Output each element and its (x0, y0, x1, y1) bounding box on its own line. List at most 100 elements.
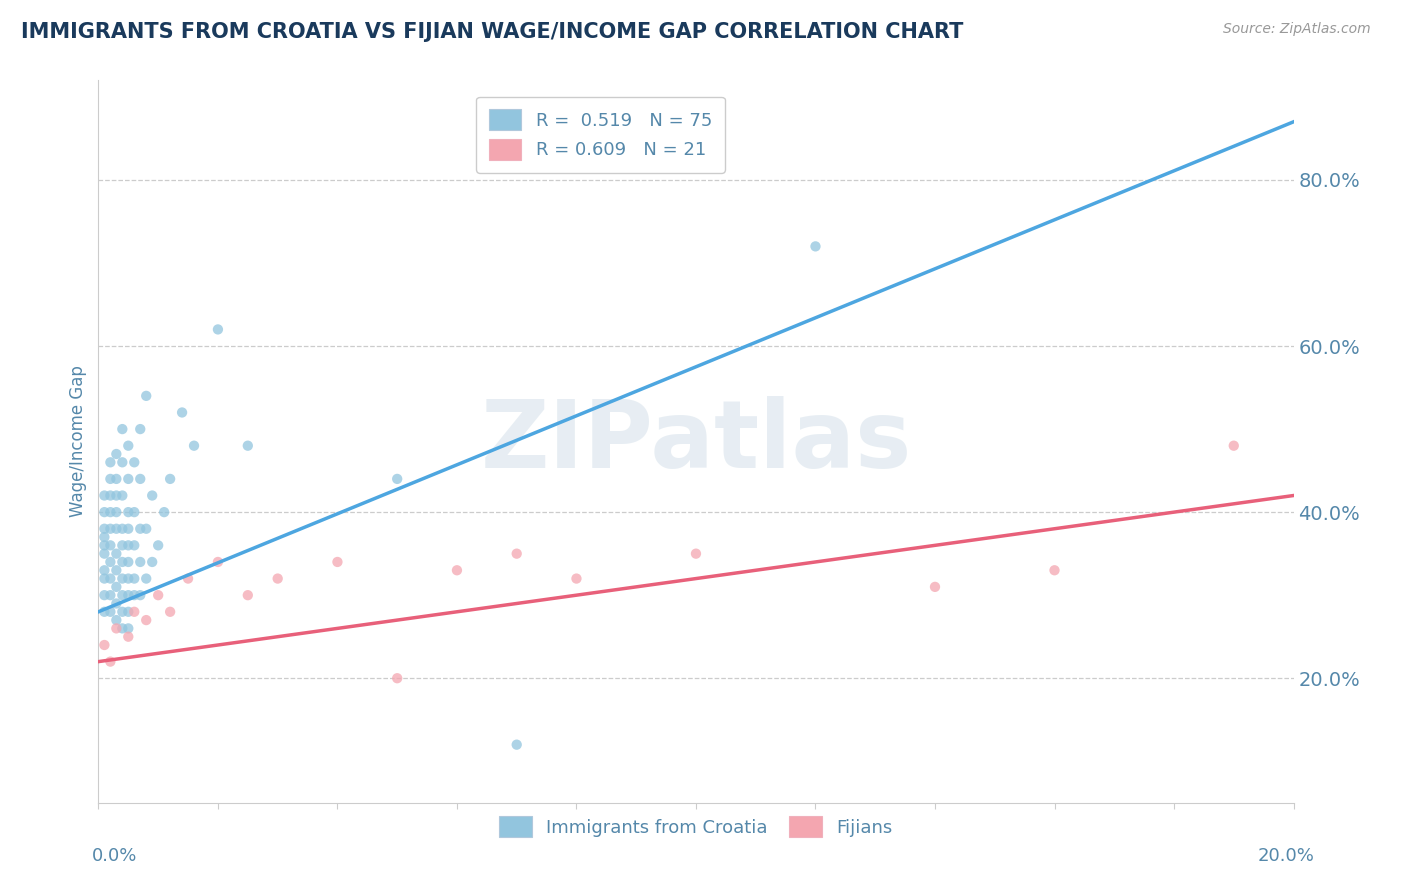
Text: Source: ZipAtlas.com: Source: ZipAtlas.com (1223, 22, 1371, 37)
Point (111, 455, 134, 469)
Point (111, 489, 134, 503)
Point (93, 489, 115, 503)
Point (111, 572, 134, 586)
Point (117, 588, 139, 602)
Point (124, 505, 146, 519)
Point (159, 605, 181, 619)
Point (506, 547, 529, 561)
Point (105, 563, 128, 577)
Point (117, 621, 139, 635)
Point (1223, 439, 1246, 453)
Point (105, 447, 128, 461)
Point (117, 630, 139, 644)
Point (135, 613, 157, 627)
Point (111, 522, 134, 536)
Point (93, 530, 115, 544)
Point (105, 613, 128, 627)
Point (1043, 563, 1066, 577)
Point (135, 522, 157, 536)
Point (135, 572, 157, 586)
Point (446, 563, 468, 577)
Point (98, 455, 122, 469)
Point (93, 588, 115, 602)
Point (98, 605, 122, 619)
Point (117, 439, 139, 453)
Point (93, 563, 115, 577)
Point (117, 605, 139, 619)
Point (207, 322, 229, 336)
Point (98, 555, 122, 569)
Point (105, 597, 128, 611)
Point (98, 472, 122, 486)
Point (685, 547, 707, 561)
Point (117, 572, 139, 586)
Point (105, 489, 128, 503)
Point (105, 621, 128, 635)
Point (141, 489, 163, 503)
Point (98, 588, 122, 602)
Point (117, 538, 139, 552)
Point (124, 588, 146, 602)
Point (124, 572, 146, 586)
Point (326, 555, 349, 569)
Point (153, 505, 176, 519)
Point (111, 422, 134, 436)
Text: 0.0%: 0.0% (91, 847, 136, 864)
Point (111, 605, 134, 619)
Point (105, 505, 128, 519)
Point (111, 555, 134, 569)
Point (98, 489, 122, 503)
Point (93, 638, 115, 652)
Point (93, 505, 115, 519)
Point (98, 538, 122, 552)
Point (98, 572, 122, 586)
Point (565, 572, 588, 586)
Point (148, 538, 170, 552)
Point (124, 538, 146, 552)
Point (385, 472, 409, 486)
Point (159, 472, 181, 486)
Point (105, 580, 128, 594)
Point (141, 555, 163, 569)
Point (129, 522, 152, 536)
Point (111, 588, 134, 602)
Point (105, 547, 128, 561)
Point (129, 555, 152, 569)
Point (129, 422, 152, 436)
Point (93, 572, 115, 586)
Point (93, 522, 115, 536)
Point (207, 555, 229, 569)
Point (924, 580, 946, 594)
Point (135, 389, 157, 403)
Point (117, 505, 139, 519)
Point (236, 439, 259, 453)
Point (98, 505, 122, 519)
Point (124, 455, 146, 469)
Point (111, 538, 134, 552)
Point (93, 605, 115, 619)
Point (111, 621, 134, 635)
Text: IMMIGRANTS FROM CROATIA VS FIJIAN WAGE/INCOME GAP CORRELATION CHART: IMMIGRANTS FROM CROATIA VS FIJIAN WAGE/I… (21, 22, 963, 42)
Point (804, 239, 827, 253)
Point (183, 439, 205, 453)
Point (105, 522, 128, 536)
Text: 20.0%: 20.0% (1258, 847, 1315, 864)
Point (385, 671, 409, 685)
Point (117, 522, 139, 536)
Point (129, 472, 152, 486)
Point (129, 588, 152, 602)
Point (177, 572, 200, 586)
Point (105, 472, 128, 486)
Point (98, 522, 122, 536)
Point (236, 588, 259, 602)
Point (506, 738, 529, 752)
Y-axis label: Wage/Income Gap: Wage/Income Gap (69, 366, 87, 517)
Point (267, 572, 290, 586)
Legend: Immigrants from Croatia, Fijians: Immigrants from Croatia, Fijians (488, 805, 904, 848)
Point (98, 655, 122, 669)
Point (93, 538, 115, 552)
Point (117, 472, 139, 486)
Text: ZIPatlas: ZIPatlas (481, 395, 911, 488)
Point (172, 405, 194, 419)
Point (124, 605, 146, 619)
